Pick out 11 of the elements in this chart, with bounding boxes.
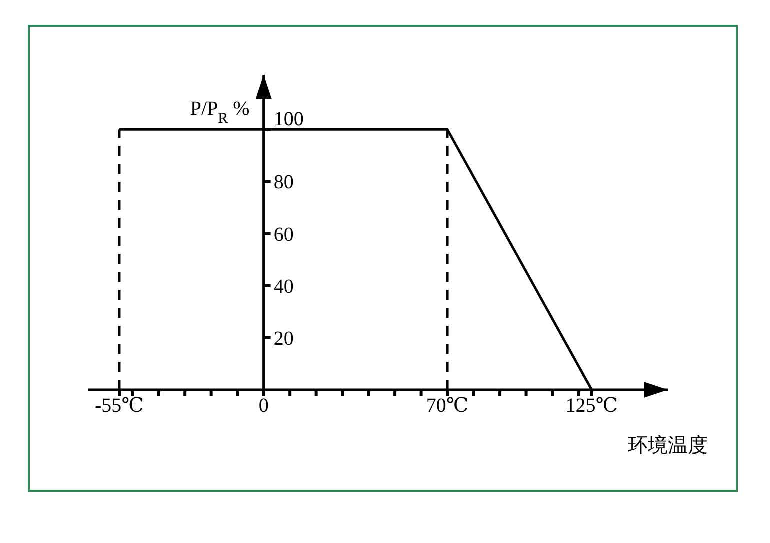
x-tick-label: 0 xyxy=(258,395,269,418)
x-tick-label: -55℃ xyxy=(94,395,144,418)
y-tick-label: 40 xyxy=(274,276,294,298)
y-tick-label: 60 xyxy=(274,224,294,246)
y-tick-label: 20 xyxy=(274,328,294,350)
x-axis-title: 环境温度 xyxy=(628,435,708,457)
x-tick-label: 70℃ xyxy=(426,395,469,418)
y-axis-title: P/P$_{R}$ % xyxy=(190,98,250,127)
y-tick-label: 100 xyxy=(274,108,304,131)
y-tick-label: 80 xyxy=(274,172,294,194)
x-tick-label: 125℃ xyxy=(566,395,618,418)
